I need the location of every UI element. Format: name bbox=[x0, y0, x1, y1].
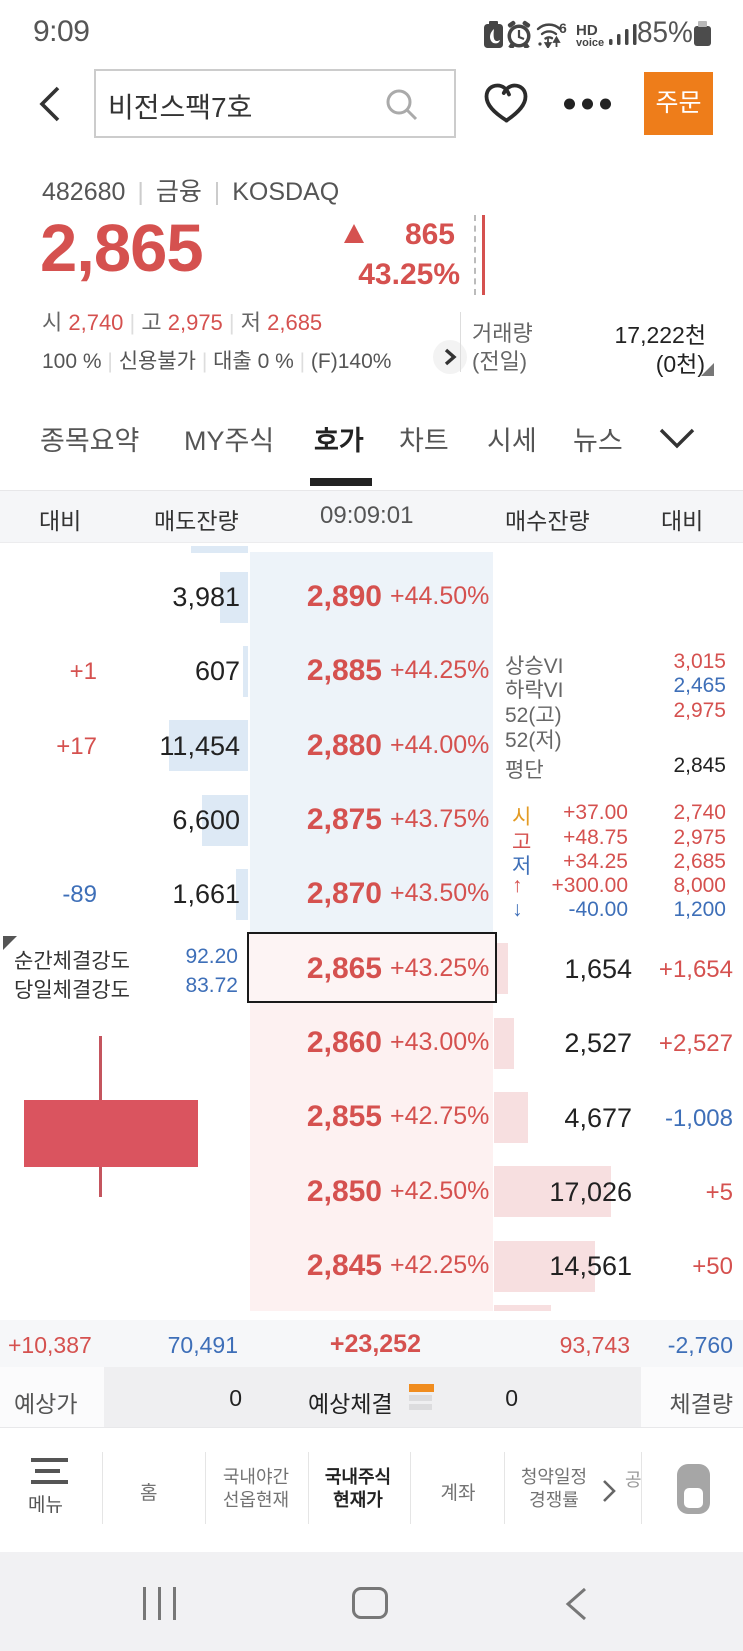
svg-text:6: 6 bbox=[559, 20, 567, 36]
svg-text:HD: HD bbox=[576, 22, 598, 39]
svg-text:voice: voice bbox=[576, 37, 604, 48]
